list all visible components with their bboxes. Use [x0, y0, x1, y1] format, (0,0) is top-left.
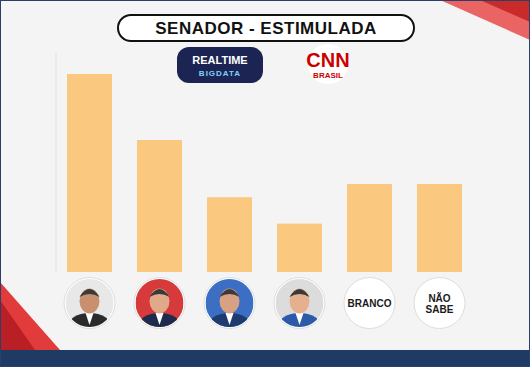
bar — [417, 184, 462, 272]
bar — [67, 74, 112, 272]
category-circle — [274, 278, 325, 329]
category-circle — [134, 278, 185, 329]
title-pill — [118, 15, 414, 41]
logo-box — [177, 47, 263, 83]
avatar-face — [220, 289, 240, 314]
corner-decoration — [440, 0, 530, 40]
category-label-line: NÃO — [428, 292, 450, 304]
bar — [207, 197, 252, 272]
avatar-hair — [80, 289, 100, 297]
avatar-body — [278, 313, 322, 341]
avatar-face — [290, 289, 310, 314]
logo-subtext: BIGDATA — [199, 69, 241, 78]
category-circle — [414, 278, 465, 329]
corner-decoration — [0, 282, 60, 350]
avatar-shirt — [226, 313, 234, 325]
category-label-line: SABE — [426, 304, 454, 315]
avatar-body — [208, 313, 252, 341]
bar — [347, 184, 392, 272]
avatar — [206, 279, 254, 341]
corner-decoration — [480, 0, 530, 22]
category-circle — [204, 278, 255, 329]
y-axis-line — [56, 52, 57, 272]
avatar-hair — [150, 289, 170, 297]
avatar-face — [150, 289, 170, 314]
category-badge — [416, 279, 464, 327]
frame — [0, 0, 530, 367]
category-label: NÃOSABE — [426, 292, 454, 315]
corner-decoration — [0, 300, 35, 350]
bar — [137, 140, 182, 272]
avatar-face — [80, 289, 100, 314]
avatar — [66, 279, 114, 341]
category-badge — [346, 279, 394, 327]
avatar-body — [138, 313, 182, 341]
category-label-line: BRANCO — [348, 298, 392, 309]
avatar — [136, 279, 184, 341]
title: SENADOR - ESTIMULADA — [155, 19, 377, 38]
category-circle — [344, 278, 395, 329]
category-label: BRANCO — [348, 298, 392, 309]
avatar-hair — [220, 289, 240, 297]
bars — [67, 74, 462, 272]
logo-subtext: BRASIL — [313, 71, 343, 80]
avatar — [276, 279, 324, 341]
avatar-body — [68, 313, 112, 341]
avatar-hair — [290, 289, 310, 297]
bar — [277, 224, 322, 272]
avatar-shirt — [86, 313, 94, 325]
avatar-shirt — [296, 313, 304, 325]
logo-text: CNN — [306, 49, 349, 71]
logo-text: REALTIME — [192, 54, 247, 66]
background — [0, 0, 530, 367]
category-circle — [64, 278, 115, 329]
chart-root: SENADOR - ESTIMULADAREALTIMEBIGDATACNNBR… — [0, 0, 530, 367]
avatar-shirt — [156, 313, 164, 325]
footer-band — [0, 350, 530, 367]
